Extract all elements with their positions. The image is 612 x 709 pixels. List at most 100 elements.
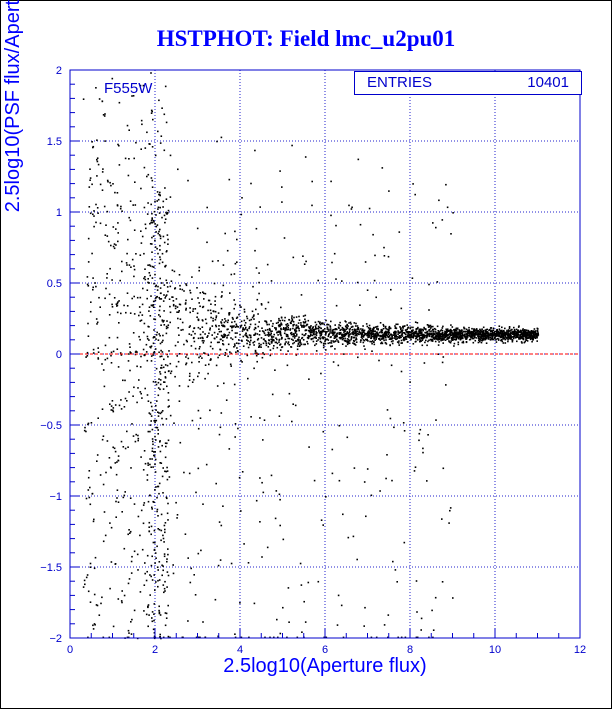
data-point — [262, 342, 265, 345]
data-point — [155, 581, 157, 583]
data-point — [449, 341, 452, 344]
data-point — [137, 387, 139, 389]
data-point — [157, 208, 159, 210]
data-point — [417, 333, 419, 336]
data-point — [152, 541, 155, 544]
data-point — [130, 621, 132, 623]
data-point — [154, 318, 157, 321]
data-point — [279, 632, 282, 635]
data-point — [470, 335, 473, 338]
data-point — [460, 330, 463, 333]
data-point — [259, 477, 261, 479]
data-point — [397, 333, 399, 335]
data-point — [185, 307, 187, 310]
data-point — [316, 332, 318, 334]
data-point — [533, 335, 536, 337]
data-point — [190, 567, 192, 570]
data-point — [391, 334, 393, 336]
data-point — [184, 533, 187, 535]
data-point — [85, 356, 87, 358]
data-point — [149, 430, 151, 433]
data-point — [145, 227, 147, 230]
data-point — [419, 338, 421, 341]
data-point — [151, 236, 153, 239]
data-point — [520, 332, 523, 335]
data-point — [213, 282, 216, 285]
data-point — [256, 298, 259, 301]
data-point — [453, 330, 456, 332]
data-point — [121, 270, 123, 273]
data-point — [188, 375, 191, 377]
data-point — [452, 597, 454, 599]
data-point — [459, 336, 461, 339]
data-point — [140, 355, 142, 358]
data-point — [330, 340, 333, 342]
data-point — [492, 333, 495, 336]
data-point — [476, 329, 478, 331]
data-point — [127, 238, 129, 241]
data-point — [508, 330, 511, 332]
data-point — [281, 201, 283, 203]
data-point — [219, 426, 222, 429]
data-point — [222, 505, 224, 507]
data-point — [164, 376, 167, 378]
data-point — [143, 354, 146, 357]
data-point — [367, 332, 370, 335]
data-point — [341, 333, 343, 336]
data-point — [93, 623, 96, 625]
data-point — [165, 327, 168, 330]
data-point — [207, 372, 209, 375]
data-point — [87, 322, 89, 325]
data-point — [133, 609, 136, 612]
data-point — [164, 85, 167, 88]
data-point — [194, 308, 197, 310]
data-point — [508, 327, 511, 330]
data-point — [278, 338, 281, 341]
data-point — [185, 309, 187, 311]
data-point — [441, 329, 444, 332]
data-point — [112, 407, 115, 409]
data-point — [159, 379, 162, 381]
data-point — [448, 522, 450, 524]
data-point — [318, 330, 320, 332]
data-point — [254, 350, 257, 353]
data-point — [373, 279, 376, 282]
data-point — [192, 308, 195, 310]
data-point — [106, 273, 108, 275]
data-point — [84, 583, 86, 586]
data-point — [155, 557, 157, 559]
data-point — [103, 115, 106, 117]
data-point — [445, 183, 447, 186]
data-point — [347, 335, 350, 337]
data-point — [222, 325, 224, 328]
data-point — [339, 329, 341, 331]
data-point — [351, 325, 354, 328]
data-point — [244, 324, 246, 327]
data-point — [246, 354, 249, 357]
data-point — [111, 279, 113, 281]
data-point — [222, 339, 224, 342]
data-point — [126, 400, 128, 402]
data-point — [163, 591, 165, 594]
data-point — [227, 343, 230, 346]
data-point — [82, 586, 85, 588]
data-point — [361, 328, 364, 331]
data-point — [368, 207, 371, 210]
data-point — [334, 348, 336, 350]
data-point — [216, 140, 218, 143]
data-point — [258, 342, 260, 345]
data-point — [287, 341, 290, 343]
data-point — [121, 590, 123, 592]
data-point — [206, 336, 208, 338]
data-point — [352, 330, 354, 333]
data-point — [331, 472, 334, 475]
data-point — [491, 333, 493, 335]
data-point — [387, 336, 390, 338]
data-point — [91, 141, 93, 143]
data-point — [348, 329, 351, 331]
data-point — [146, 338, 149, 340]
data-point — [97, 351, 100, 353]
data-point — [345, 345, 347, 347]
data-point — [287, 326, 289, 329]
data-point — [400, 342, 402, 344]
